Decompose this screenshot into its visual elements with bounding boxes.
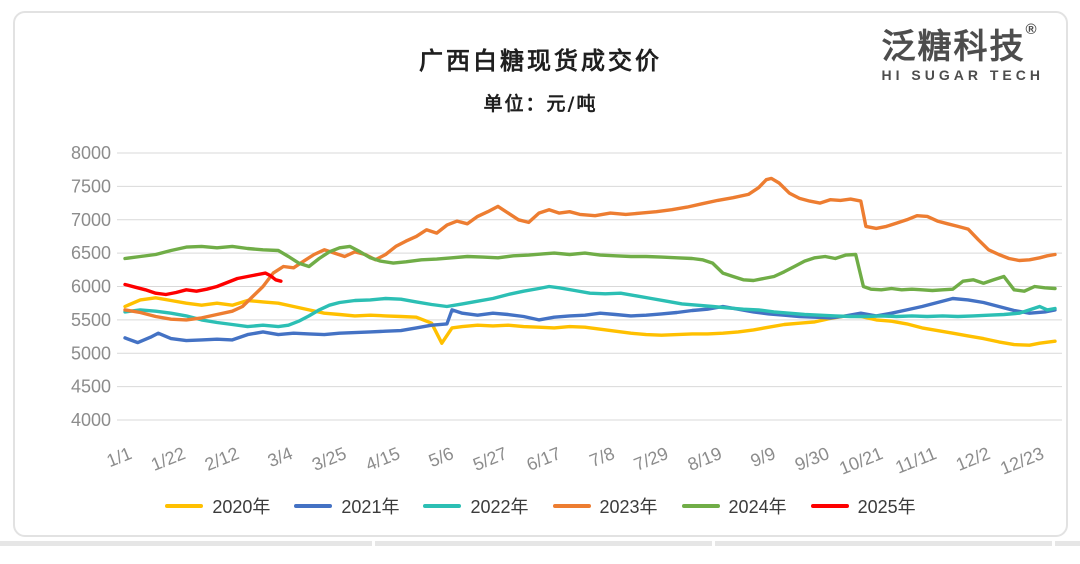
y-tick-label: 7500 (71, 176, 111, 196)
legend-swatch (165, 504, 204, 508)
legend-label: 2022年 (470, 497, 529, 517)
table-edge-gap (1052, 541, 1055, 546)
x-tick-label: 3/4 (265, 443, 296, 471)
legend-label: 2023年 (599, 497, 658, 517)
series-line-2023 (123, 176, 1057, 322)
legend-swatch (681, 504, 720, 508)
series-line-2022 (123, 284, 1057, 329)
x-tick-label: 7/8 (587, 443, 618, 471)
x-tick-label: 8/19 (685, 443, 725, 475)
x-tick-label: 12/2 (953, 443, 993, 475)
series-line-2025 (123, 271, 283, 297)
brand-logo-en: HI SUGAR TECH (881, 67, 1044, 84)
x-tick-label: 5/6 (426, 443, 457, 471)
legend-label: 2024年 (728, 497, 787, 517)
legend-label: 2021年 (341, 497, 400, 517)
legend-item-2024: 2024年 (681, 493, 787, 519)
legend-swatch (423, 504, 462, 508)
bottom-table-edge (0, 541, 1080, 546)
x-tick-label: 2/12 (202, 443, 242, 475)
y-tick-label: 4000 (71, 410, 111, 430)
x-tick-label: 1/22 (148, 443, 188, 475)
x-tick-label: 7/29 (631, 443, 671, 475)
x-tick-label: 9/30 (792, 443, 832, 475)
table-edge-gap (372, 541, 375, 546)
line-chart-plot: 4000 4500 5000 5500 6000 6500 7000 7500 8000 1/1 1… (71, 143, 1062, 479)
registered-trademark-icon: ® (1025, 21, 1037, 38)
chart-header: 广西白糖现货成交价 单位：元/吨 (15, 41, 1066, 116)
y-tick-label: 5000 (71, 343, 111, 363)
brand-logo-zh-line: 泛糖科技® (881, 21, 1044, 66)
legend-item-2025: 2025年 (810, 493, 916, 519)
chart-legend: 2020年 2021年 2022年 2023年 2024年 2025年 (15, 493, 1066, 519)
legend-swatch (810, 504, 849, 508)
y-tick-label: 5500 (71, 310, 111, 330)
brand-logo: 泛糖科技® HI SUGAR TECH (881, 21, 1044, 84)
x-tick-label: 10/21 (836, 443, 885, 478)
x-tick-label: 3/25 (309, 443, 349, 475)
series-line-2021 (123, 296, 1057, 345)
x-tick-label: 4/15 (363, 443, 403, 475)
x-tick-label: 5/27 (470, 443, 510, 475)
legend-item-2023: 2023年 (552, 493, 658, 519)
y-tick-label: 8000 (71, 143, 111, 163)
y-tick-label: 6500 (71, 243, 111, 263)
legend-item-2021: 2021年 (294, 493, 399, 519)
y-tick-label: 6000 (71, 277, 111, 297)
legend-label: 2020年 (212, 497, 271, 517)
x-tick-label: 6/17 (524, 443, 564, 475)
table-edge-gap (712, 541, 715, 546)
x-tick-label: 1/1 (104, 443, 135, 471)
legend-label: 2025年 (857, 497, 916, 517)
legend-swatch (294, 504, 333, 508)
legend-item-2022: 2022年 (423, 493, 529, 519)
y-tick-label: 7000 (71, 210, 111, 230)
chart-title: 广西白糖现货成交价 (419, 46, 662, 75)
legend-swatch (552, 504, 591, 508)
chart-unit-label: 单位：元/吨 (483, 93, 598, 115)
x-tick-label: 11/11 (893, 443, 940, 477)
chart-card: 广西白糖现货成交价 单位：元/吨 泛糖科技® HI SUGAR TECH 400… (13, 11, 1068, 537)
x-tick-label: 9/9 (748, 443, 779, 471)
legend-item-2020: 2020年 (165, 493, 270, 519)
x-tick-label: 12/23 (997, 443, 1046, 478)
y-tick-label: 4500 (71, 377, 111, 397)
series-line-2024 (123, 244, 1057, 293)
brand-logo-zh: 泛糖科技 (881, 28, 1026, 66)
series-line-2020 (123, 296, 1057, 347)
